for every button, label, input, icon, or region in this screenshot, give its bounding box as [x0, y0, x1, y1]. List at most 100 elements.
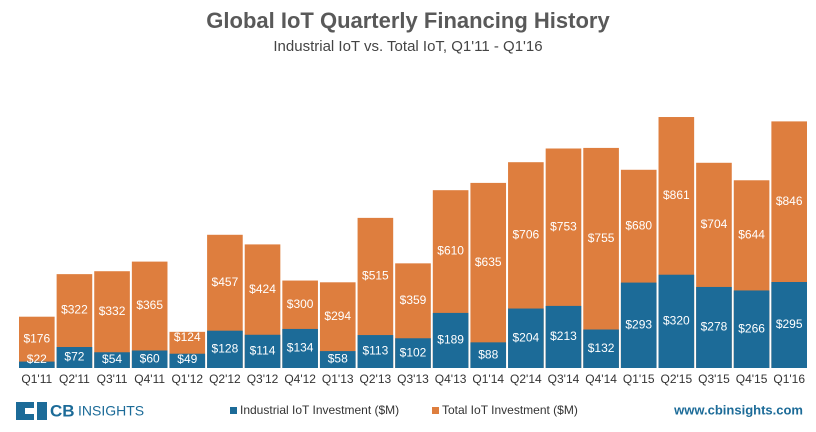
- bar-industrial: [771, 282, 807, 368]
- x-tick-label: Q3'13: [397, 372, 429, 386]
- website: www.cbinsights.com: [673, 402, 803, 417]
- x-tick-label: Q2'11: [59, 372, 90, 386]
- value-label: $113: [362, 344, 388, 358]
- value-label: $102: [400, 345, 427, 359]
- value-label: $54: [102, 352, 122, 366]
- value-label: $704: [701, 217, 728, 231]
- value-label: $204: [513, 330, 540, 344]
- legend-swatch: [432, 407, 439, 414]
- value-label: $189: [437, 333, 464, 347]
- value-label: $49: [177, 352, 197, 366]
- x-tick-label: Q1'15: [623, 372, 655, 386]
- logo-block: [37, 402, 47, 420]
- x-tick-label: Q4'11: [134, 372, 165, 386]
- value-label: $680: [625, 218, 652, 232]
- value-label: $846: [776, 194, 803, 208]
- value-label: $706: [513, 228, 540, 242]
- value-label: $332: [99, 304, 126, 318]
- x-tick-label: Q1'11: [21, 372, 52, 386]
- bar-industrial: [282, 328, 318, 368]
- x-tick-label: Q2'12: [209, 372, 241, 386]
- bar-total: [470, 182, 507, 368]
- value-label: $300: [287, 297, 314, 311]
- value-label: $457: [212, 275, 239, 289]
- logo-icon: [16, 402, 47, 420]
- value-label: $753: [550, 219, 577, 233]
- value-label: $60: [140, 351, 160, 365]
- bar-total: [19, 316, 55, 368]
- value-label: $134: [287, 341, 314, 355]
- bar-industrial: [357, 335, 394, 368]
- value-label: $755: [588, 231, 615, 245]
- legend-swatch: [230, 407, 237, 414]
- x-tick-label: Q4'12: [284, 372, 316, 386]
- bar-industrial: [620, 282, 657, 368]
- x-tick-label: Q1'16: [773, 372, 805, 386]
- bar-industrial: [94, 352, 130, 368]
- bar-industrial: [244, 334, 281, 368]
- value-label: $176: [23, 331, 50, 345]
- value-label: $278: [701, 320, 728, 334]
- value-label: $515: [362, 269, 389, 283]
- value-label: $320: [663, 314, 690, 328]
- x-tick-label: Q3'11: [97, 372, 128, 386]
- bar-industrial: [696, 286, 732, 368]
- x-tick-label: Q2'14: [510, 372, 542, 386]
- legend-label: Total IoT Investment ($M): [442, 403, 578, 417]
- value-label: $124: [174, 330, 201, 344]
- x-tick-label: Q2'13: [360, 372, 392, 386]
- x-tick-label: Q4'14: [585, 372, 617, 386]
- value-label: $294: [324, 309, 351, 323]
- value-label: $114: [250, 344, 276, 358]
- x-tick-label: Q2'15: [661, 372, 693, 386]
- value-label: $213: [550, 329, 577, 343]
- bar-industrial: [395, 338, 431, 368]
- value-label: $365: [136, 298, 163, 312]
- value-label: $88: [478, 347, 498, 361]
- bar-industrial: [545, 305, 582, 368]
- logo-cut: [25, 408, 37, 414]
- value-label: $266: [738, 321, 765, 335]
- value-label: $72: [64, 350, 84, 364]
- value-label: $861: [663, 188, 690, 202]
- bar-industrial: [169, 353, 206, 368]
- value-label: $359: [400, 293, 427, 307]
- bar-industrial: [733, 290, 770, 368]
- x-tick-label: Q1'12: [171, 372, 203, 386]
- bar-industrial: [470, 342, 507, 368]
- value-label: $635: [475, 255, 502, 269]
- value-label: $424: [249, 282, 276, 296]
- x-tick-label: Q1'14: [472, 372, 504, 386]
- bar-industrial: [658, 274, 695, 368]
- value-label: $128: [212, 342, 239, 356]
- bar-total: [131, 261, 168, 368]
- x-tick-label: Q3'12: [247, 372, 279, 386]
- bar-industrial: [19, 361, 55, 368]
- bar-industrial: [207, 330, 243, 368]
- x-tick-label: Q1'13: [322, 372, 354, 386]
- value-label: $293: [625, 317, 652, 331]
- bar-industrial: [583, 329, 619, 368]
- value-label: $132: [588, 341, 615, 355]
- value-label: $644: [738, 228, 765, 242]
- legend-label: Industrial IoT Investment ($M): [240, 403, 399, 417]
- x-tick-label: Q3'14: [548, 372, 580, 386]
- value-label: $22: [27, 352, 47, 366]
- x-tick-label: Q3'15: [698, 372, 730, 386]
- bar-industrial: [56, 347, 93, 368]
- logo-text: INSIGHTS: [78, 403, 144, 419]
- x-tick-label: Q4'13: [435, 372, 467, 386]
- bar-total: [94, 271, 130, 368]
- x-tick-label: Q4'15: [736, 372, 768, 386]
- logo-bold: CB: [50, 401, 75, 420]
- chart-subtitle: Industrial IoT vs. Total IoT, Q1'11 - Q1…: [273, 38, 542, 55]
- bar-industrial: [432, 312, 469, 368]
- value-label: $610: [437, 244, 464, 258]
- chart-title: Global IoT Quarterly Financing History: [206, 8, 610, 33]
- value-label: $58: [328, 352, 348, 366]
- bar-industrial: [319, 351, 356, 368]
- bar-industrial: [508, 308, 544, 368]
- value-label: $322: [61, 303, 88, 317]
- value-label: $295: [776, 317, 803, 331]
